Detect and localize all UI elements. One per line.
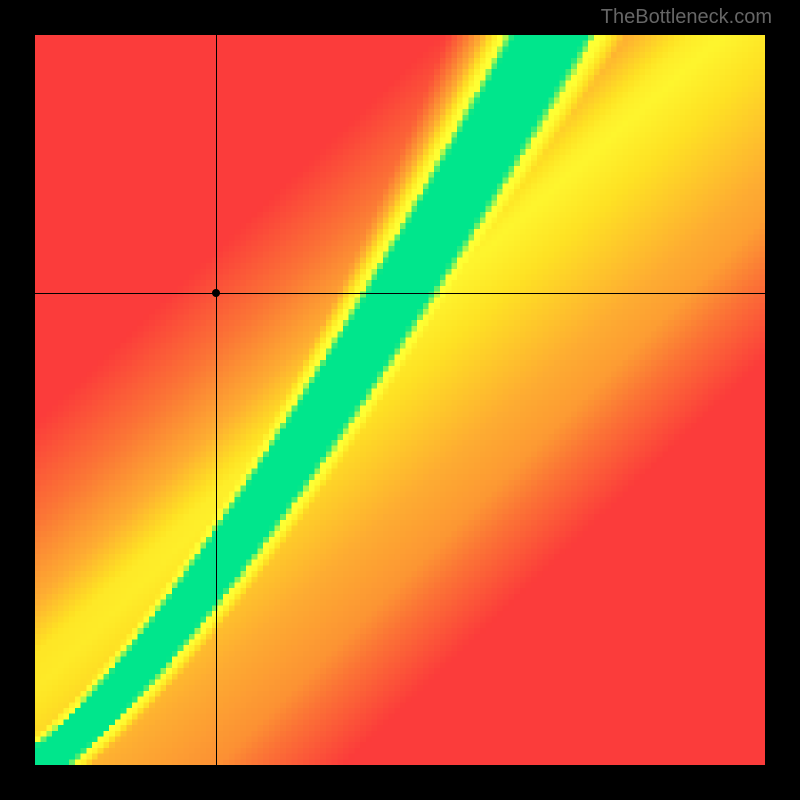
crosshair-marker: [212, 289, 220, 297]
heatmap-canvas: [35, 35, 765, 765]
crosshair-horizontal: [35, 293, 765, 294]
watermark-text: TheBottleneck.com: [601, 6, 772, 29]
heatmap-plot: [35, 35, 765, 765]
crosshair-vertical: [216, 35, 217, 765]
